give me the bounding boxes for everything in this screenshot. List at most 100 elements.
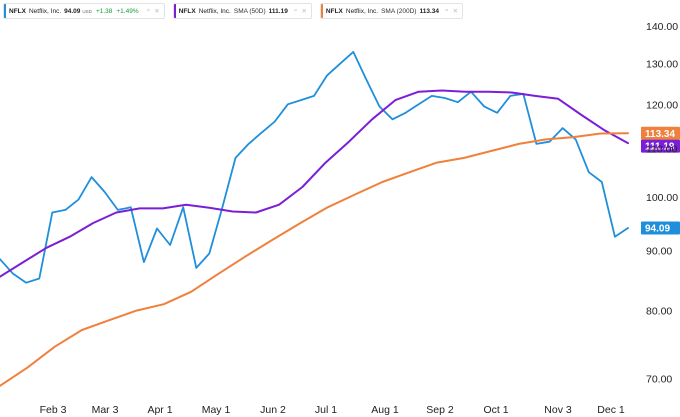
legend-item-sma50[interactable]: NFLX Netflix, Inc. SMA (50D) 111.19 ⌕ ✕ [172, 3, 312, 19]
legend-indicator: SMA (200D) [381, 7, 417, 15]
price-point [221, 206, 223, 208]
y-axis: 70.00 80.00 90.00 100.00 110.00 120.00 130.00 1… [646, 21, 678, 386]
price-point [143, 261, 145, 263]
price-point [274, 120, 276, 123]
y-tick-label: 100.00 [646, 192, 678, 204]
legend-symbol: NFLX [178, 7, 196, 15]
price-point [339, 63, 341, 65]
y-tick-label: 70.00 [646, 374, 672, 386]
price-point [444, 97, 446, 99]
x-tick-label: Nov 3 [544, 404, 572, 416]
x-tick-label: Jun 2 [260, 404, 286, 416]
close-icon[interactable]: ✕ [452, 8, 459, 15]
settings-icon[interactable]: ⌕ [146, 7, 151, 14]
legend-company-name: Netflix, Inc. [198, 7, 231, 15]
price-point [77, 199, 80, 201]
price-point [12, 273, 14, 275]
price-point [588, 171, 590, 173]
price-point [457, 101, 459, 103]
price-point [627, 227, 629, 229]
y-tick-label: 80.00 [646, 306, 672, 318]
price-point [182, 206, 184, 208]
price-point [64, 209, 66, 211]
price-point [169, 244, 171, 246]
price-point [0, 258, 1, 260]
legend-actions: ⌕ ✕ [445, 7, 458, 15]
price-point [287, 103, 289, 105]
close-icon[interactable]: ✕ [154, 8, 160, 15]
x-tick-label: May 1 [202, 404, 231, 416]
legend-actions: ⌕ ✕ [294, 7, 307, 15]
x-tick-label: Jul 1 [315, 404, 337, 416]
price-point [117, 209, 119, 211]
x-tick-label: Feb 3 [40, 404, 67, 416]
price-point [365, 78, 367, 81]
price-point [261, 132, 263, 134]
legend-symbol: NFLX [9, 7, 26, 15]
y-tick-label: 90.00 [646, 246, 672, 258]
legend-swatch-price [4, 4, 6, 18]
price-point [234, 157, 237, 159]
price-point [548, 141, 551, 143]
x-tick-label: Aug 1 [371, 404, 399, 416]
price-tag: 113.34 [641, 126, 680, 140]
legend-change: +1.38 [95, 7, 113, 15]
price-point [195, 267, 197, 269]
x-tick-label: Sep 2 [426, 404, 454, 416]
legend-symbol: NFLX [325, 7, 343, 15]
legend-sma50-value: 111.19 [268, 7, 288, 15]
legend-company-name: Netflix, Inc. [28, 7, 62, 15]
y-tick-label: 140.00 [646, 21, 678, 33]
price-point [156, 227, 158, 230]
y-tick-label: 130.00 [646, 59, 678, 71]
legend-item-price[interactable]: NFLX Netflix, Inc. 94.09 USD +1.38 +1.49… [3, 3, 165, 19]
legend-actions: ⌕ ✕ [147, 7, 160, 15]
price-tag-background [641, 221, 680, 235]
price-tag-label: 113.34 [645, 129, 675, 140]
x-tick-label: Apr 1 [147, 404, 172, 416]
series-line-price [0, 51, 629, 284]
price-point [51, 211, 53, 214]
price-tag: 111.19 [641, 139, 680, 153]
price-tag-label: 111.19 [645, 142, 675, 153]
price-point [391, 118, 394, 120]
price-point [300, 99, 302, 101]
legend-item-sma200[interactable]: NFLX Netflix, Inc. SMA (200D) 113.34 ⌕ ✕ [319, 3, 464, 19]
y-tick-label: 120.00 [646, 99, 678, 111]
plot-area [0, 51, 629, 387]
series-line-sma200 [0, 132, 629, 387]
price-point [248, 143, 250, 145]
legend-swatch-sma50 [173, 4, 176, 18]
price-point [562, 127, 564, 129]
price-point [378, 105, 380, 107]
x-tick-label: Mar 3 [92, 404, 119, 416]
legend-currency: USD [82, 8, 92, 14]
price-point [91, 176, 93, 178]
x-tick-label: Oct 1 [483, 404, 508, 416]
chart-legend: NFLX Netflix, Inc. 94.09 USD +1.38 +1.49… [3, 3, 464, 19]
price-point [104, 191, 106, 193]
price-point [431, 95, 433, 97]
price-point [496, 112, 498, 114]
price-point [509, 95, 511, 97]
series-line-sma50 [0, 89, 629, 278]
settings-icon[interactable]: ⌕ [293, 7, 298, 14]
price-point [38, 277, 40, 280]
legend-swatch-sma200 [320, 4, 323, 18]
y-tick-label: 110.00 [646, 144, 677, 156]
legend-price-value: 94.09 [64, 7, 81, 15]
price-point [130, 206, 132, 208]
legend-indicator: SMA (50D) [233, 7, 266, 15]
price-point [326, 74, 328, 76]
legend-company-name: Netflix, Inc. [345, 7, 379, 15]
price-tag-background [641, 126, 680, 140]
price-tag: 94.09 [641, 221, 680, 235]
price-point [313, 95, 315, 97]
price-point [614, 236, 616, 238]
legend-sma200-value: 113.34 [419, 7, 439, 15]
close-icon[interactable]: ✕ [301, 8, 307, 15]
settings-icon[interactable]: ⌕ [445, 7, 449, 14]
price-point [418, 103, 420, 105]
price-point [575, 138, 577, 140]
